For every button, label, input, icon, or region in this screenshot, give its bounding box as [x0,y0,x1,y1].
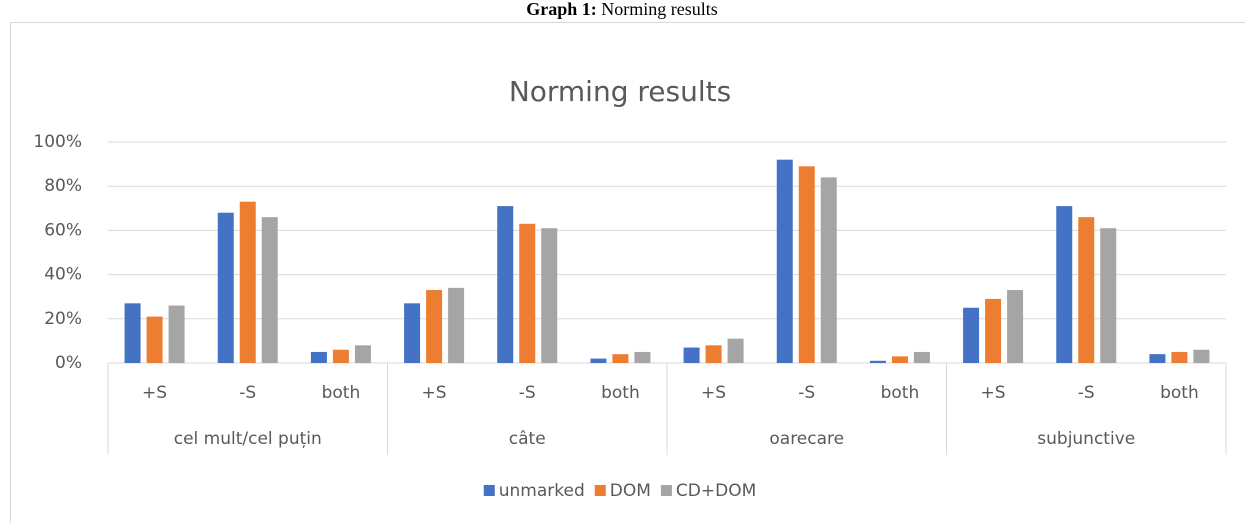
bar [404,303,421,363]
y-tick-label: 20% [44,309,82,329]
bar [261,217,278,363]
bar [239,201,256,363]
bar [217,212,234,363]
bar [1100,228,1117,363]
x-tick-label: +S [701,383,726,403]
bar [776,159,793,363]
y-tick-label: 40% [44,265,82,285]
bar [426,290,443,363]
group-label: câte [509,429,546,449]
bar [869,360,886,363]
bar [1078,217,1095,363]
bar [541,228,558,363]
bar [332,349,349,363]
group-label: subjunctive [1037,429,1135,449]
bar [497,206,514,363]
x-tick-label: +S [422,383,447,403]
bar [705,345,722,363]
x-tick-label: -S [239,383,256,403]
bar [634,351,651,363]
x-tick-label: +S [142,383,167,403]
x-tick-label: both [1160,383,1199,403]
bar [612,354,629,363]
y-tick-label: 100% [33,132,82,152]
bar [1171,351,1188,363]
x-tick-label: both [881,383,920,403]
bar [1149,354,1166,363]
legend-swatch [594,485,606,496]
bar [124,303,141,363]
bar [448,287,465,363]
bar [913,351,930,363]
legend-label: CD+DOM [676,481,756,501]
bar [683,347,700,363]
bar [985,298,1002,363]
x-tick-label: both [322,383,361,403]
legend-swatch [660,485,672,496]
bar [1007,290,1024,363]
legend-label: DOM [610,481,651,501]
bar [727,338,744,363]
bar [354,345,371,363]
legend-label: unmarked [499,481,585,501]
chart-frame [10,22,1245,523]
caption: Graph 1: Norming results [526,0,718,19]
group-label: cel mult/cel puțin [174,429,322,449]
bar [590,358,607,363]
x-tick-label: -S [519,383,536,403]
x-tick-label: -S [798,383,815,403]
bar [519,223,536,363]
x-tick-label: -S [1078,383,1095,403]
legend-swatch [483,485,495,496]
bar [798,166,815,363]
bar [891,356,908,363]
bar [146,316,163,363]
bar [1056,206,1073,363]
bar [1193,349,1210,363]
y-tick-label: 0% [55,353,82,373]
bar [963,307,980,363]
caption-text: Norming results [601,0,718,19]
y-tick-label: 80% [44,176,82,196]
bar [820,177,837,363]
bar [310,351,327,363]
bar [168,305,185,363]
y-tick-label: 60% [44,220,82,240]
group-label: oarecare [769,429,844,449]
x-tick-label: both [601,383,640,403]
caption-label: Graph 1: [526,0,597,19]
chart-title: Norming results [509,75,731,108]
x-tick-label: +S [981,383,1006,403]
